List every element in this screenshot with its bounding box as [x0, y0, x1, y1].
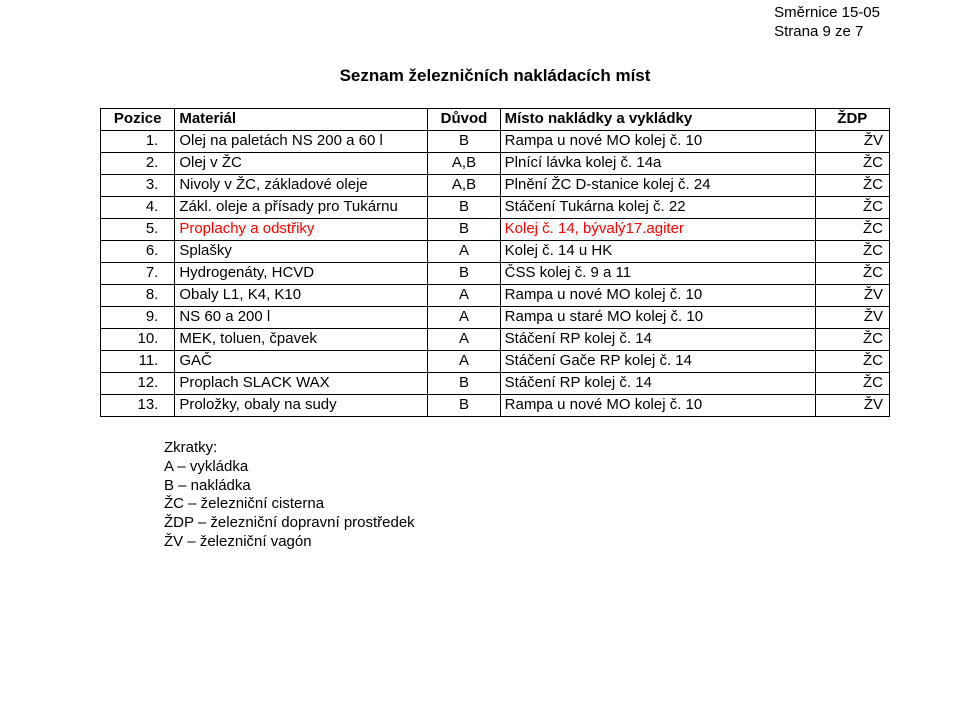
cell-pozice: 5.: [101, 219, 175, 241]
table-row: 12.Proplach SLACK WAXBStáčení RP kolej č…: [101, 373, 890, 395]
cell-material: Nivoly v ŽC, základové oleje: [175, 175, 428, 197]
cell-misto: Stáčení RP kolej č. 14: [500, 329, 815, 351]
cell-zdp: ŽC: [815, 373, 889, 395]
table-row: 5.Proplachy a odstřikyBKolej č. 14, býva…: [101, 219, 890, 241]
table-row: 8.Obaly L1, K4, K10ARampa u nové MO kole…: [101, 285, 890, 307]
cell-zdp: ŽV: [815, 131, 889, 153]
cell-misto: Plnící lávka kolej č. 14a: [500, 153, 815, 175]
table-row: 9.NS 60 a 200 lARampa u staré MO kolej č…: [101, 307, 890, 329]
table-row: 3.Nivoly v ŽC, základové olejeA,BPlnění …: [101, 175, 890, 197]
cell-pozice: 3.: [101, 175, 175, 197]
cell-zdp: ŽV: [815, 307, 889, 329]
table-row: 6.SplaškyAKolej č. 14 u HKŽC: [101, 241, 890, 263]
cell-pozice: 9.: [101, 307, 175, 329]
cell-duvod: A,B: [428, 175, 500, 197]
cell-material: MEK, toluen, čpavek: [175, 329, 428, 351]
col-header-duvod: Důvod: [428, 109, 500, 131]
abbrev-line: ŽV – železniční vagón: [164, 533, 890, 552]
table-header-row: Pozice Materiál Důvod Místo nakládky a v…: [101, 109, 890, 131]
cell-misto: Stáčení RP kolej č. 14: [500, 373, 815, 395]
table-row: 7.Hydrogenáty, HCVDBČSS kolej č. 9 a 11Ž…: [101, 263, 890, 285]
cell-misto: Rampa u staré MO kolej č. 10: [500, 307, 815, 329]
cell-misto: Stáčení Tukárna kolej č. 22: [500, 197, 815, 219]
table-row: 10.MEK, toluen, čpavekAStáčení RP kolej …: [101, 329, 890, 351]
cell-pozice: 12.: [101, 373, 175, 395]
header-line-2: Strana 9 ze 7: [774, 23, 880, 42]
cell-pozice: 11.: [101, 351, 175, 373]
cell-pozice: 1.: [101, 131, 175, 153]
col-header-zdp: ŽDP: [815, 109, 889, 131]
cell-zdp: ŽC: [815, 175, 889, 197]
cell-material: Obaly L1, K4, K10: [175, 285, 428, 307]
loading-places-table: Pozice Materiál Důvod Místo nakládky a v…: [100, 108, 890, 417]
cell-duvod: B: [428, 373, 500, 395]
cell-pozice: 8.: [101, 285, 175, 307]
abbrev-line: ŽDP – železniční dopravní prostředek: [164, 514, 890, 533]
cell-duvod: A: [428, 329, 500, 351]
cell-zdp: ŽC: [815, 329, 889, 351]
cell-duvod: A: [428, 307, 500, 329]
cell-misto: Rampa u nové MO kolej č. 10: [500, 395, 815, 417]
cell-duvod: A: [428, 241, 500, 263]
cell-zdp: ŽC: [815, 263, 889, 285]
cell-zdp: ŽC: [815, 197, 889, 219]
cell-misto: Stáčení Gače RP kolej č. 14: [500, 351, 815, 373]
abbreviations-block: Zkratky: A – vykládka B – nakládka ŽC – …: [164, 439, 890, 552]
cell-misto: Rampa u nové MO kolej č. 10: [500, 131, 815, 153]
cell-duvod: B: [428, 395, 500, 417]
cell-material: Olej na paletách NS 200 a 60 l: [175, 131, 428, 153]
cell-pozice: 2.: [101, 153, 175, 175]
cell-material: Hydrogenáty, HCVD: [175, 263, 428, 285]
cell-misto: Kolej č. 14, bývalý17.agiter: [500, 219, 815, 241]
cell-pozice: 13.: [101, 395, 175, 417]
cell-zdp: ŽC: [815, 351, 889, 373]
cell-pozice: 10.: [101, 329, 175, 351]
cell-zdp: ŽV: [815, 395, 889, 417]
cell-duvod: B: [428, 131, 500, 153]
cell-duvod: B: [428, 219, 500, 241]
abbrev-line: ŽC – železniční cisterna: [164, 495, 890, 514]
col-header-misto: Místo nakládky a vykládky: [500, 109, 815, 131]
col-header-material: Materiál: [175, 109, 428, 131]
abbrev-title: Zkratky:: [164, 439, 890, 458]
abbrev-line: A – vykládka: [164, 458, 890, 477]
cell-material: Proplach SLACK WAX: [175, 373, 428, 395]
cell-material: Olej v ŽC: [175, 153, 428, 175]
cell-material: Zákl. oleje a přísady pro Tukárnu: [175, 197, 428, 219]
cell-material: NS 60 a 200 l: [175, 307, 428, 329]
page: Směrnice 15-05 Strana 9 ze 7 Seznam žele…: [0, 0, 960, 707]
table-row: 4.Zákl. oleje a přísady pro TukárnuBStáč…: [101, 197, 890, 219]
page-title: Seznam železničních nakládacích míst: [100, 66, 890, 86]
cell-duvod: A,B: [428, 153, 500, 175]
cell-pozice: 6.: [101, 241, 175, 263]
table-row: 1.Olej na paletách NS 200 a 60 lBRampa u…: [101, 131, 890, 153]
cell-misto: ČSS kolej č. 9 a 11: [500, 263, 815, 285]
cell-zdp: ŽV: [815, 285, 889, 307]
cell-pozice: 7.: [101, 263, 175, 285]
cell-misto: Plnění ŽC D-stanice kolej č. 24: [500, 175, 815, 197]
table-body: 1.Olej na paletách NS 200 a 60 lBRampa u…: [101, 131, 890, 417]
cell-material: Splašky: [175, 241, 428, 263]
table-row: 2.Olej v ŽCA,BPlnící lávka kolej č. 14aŽ…: [101, 153, 890, 175]
table-row: 11.GAČAStáčení Gače RP kolej č. 14ŽC: [101, 351, 890, 373]
cell-misto: Rampa u nové MO kolej č. 10: [500, 285, 815, 307]
cell-duvod: B: [428, 197, 500, 219]
cell-duvod: A: [428, 285, 500, 307]
cell-duvod: A: [428, 351, 500, 373]
col-header-pozice: Pozice: [101, 109, 175, 131]
page-header: Směrnice 15-05 Strana 9 ze 7: [774, 4, 880, 42]
cell-pozice: 4.: [101, 197, 175, 219]
cell-material: GAČ: [175, 351, 428, 373]
cell-material: Proložky, obaly na sudy: [175, 395, 428, 417]
abbrev-line: B – nakládka: [164, 477, 890, 496]
cell-misto: Kolej č. 14 u HK: [500, 241, 815, 263]
cell-zdp: ŽC: [815, 241, 889, 263]
cell-zdp: ŽC: [815, 153, 889, 175]
cell-material: Proplachy a odstřiky: [175, 219, 428, 241]
table-row: 13.Proložky, obaly na sudyBRampa u nové …: [101, 395, 890, 417]
header-line-1: Směrnice 15-05: [774, 4, 880, 23]
cell-zdp: ŽC: [815, 219, 889, 241]
cell-duvod: B: [428, 263, 500, 285]
